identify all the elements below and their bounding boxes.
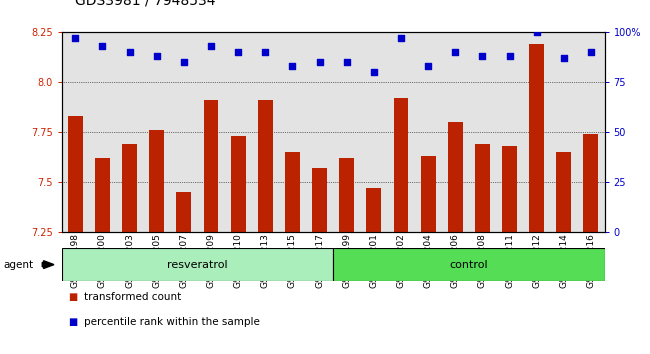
Point [151, 53, 162, 59]
Text: ■: ■ [68, 292, 77, 302]
Text: resveratrol: resveratrol [167, 259, 228, 270]
Bar [529, 44, 544, 232]
Bar [89, 32, 116, 232]
Point [586, 49, 596, 55]
Point [98, 43, 108, 49]
Bar [393, 98, 408, 232]
Bar [306, 32, 333, 232]
Bar [225, 32, 252, 232]
Bar [170, 32, 198, 232]
Text: percentile rank within the sample: percentile rank within the sample [84, 317, 261, 327]
Bar [367, 188, 382, 232]
Point [233, 49, 243, 55]
Bar [231, 136, 246, 232]
Bar [360, 32, 387, 232]
Bar [387, 32, 415, 232]
Bar [62, 248, 333, 281]
Bar [584, 134, 599, 232]
Bar [122, 144, 137, 232]
Bar [577, 32, 605, 232]
Bar [421, 156, 436, 232]
Point [532, 29, 542, 35]
Point [423, 63, 434, 69]
Bar [333, 248, 604, 281]
Point [504, 53, 515, 59]
Point [369, 69, 379, 75]
Bar [333, 32, 360, 232]
Point [450, 49, 460, 55]
Point [70, 35, 81, 41]
Point [558, 55, 569, 61]
Bar [176, 192, 191, 232]
Point [124, 49, 135, 55]
Bar [68, 116, 83, 232]
Text: GDS3981 / 7948534: GDS3981 / 7948534 [75, 0, 215, 7]
Text: control: control [450, 259, 488, 270]
Point [260, 49, 270, 55]
Point [396, 35, 406, 41]
Text: agent: agent [3, 259, 33, 270]
Bar [312, 168, 327, 232]
Bar [198, 32, 225, 232]
Bar [203, 100, 218, 232]
Bar [95, 158, 110, 232]
Bar [143, 32, 170, 232]
Bar [550, 32, 577, 232]
Point [477, 53, 488, 59]
Text: ■: ■ [68, 317, 77, 327]
Bar [150, 130, 164, 232]
Bar [279, 32, 306, 232]
Bar [442, 32, 469, 232]
Bar [469, 32, 496, 232]
Point [179, 59, 189, 65]
Bar [258, 100, 273, 232]
Bar [415, 32, 442, 232]
Point [206, 43, 216, 49]
Point [315, 59, 325, 65]
Bar [448, 122, 463, 232]
Bar [62, 32, 89, 232]
Bar [556, 152, 571, 232]
Bar [116, 32, 143, 232]
Bar [475, 144, 490, 232]
Bar [496, 32, 523, 232]
Text: transformed count: transformed count [84, 292, 182, 302]
Bar [502, 146, 517, 232]
Bar [252, 32, 279, 232]
Bar [523, 32, 551, 232]
Bar [339, 158, 354, 232]
Point [341, 59, 352, 65]
Point [287, 63, 298, 69]
Bar [285, 152, 300, 232]
